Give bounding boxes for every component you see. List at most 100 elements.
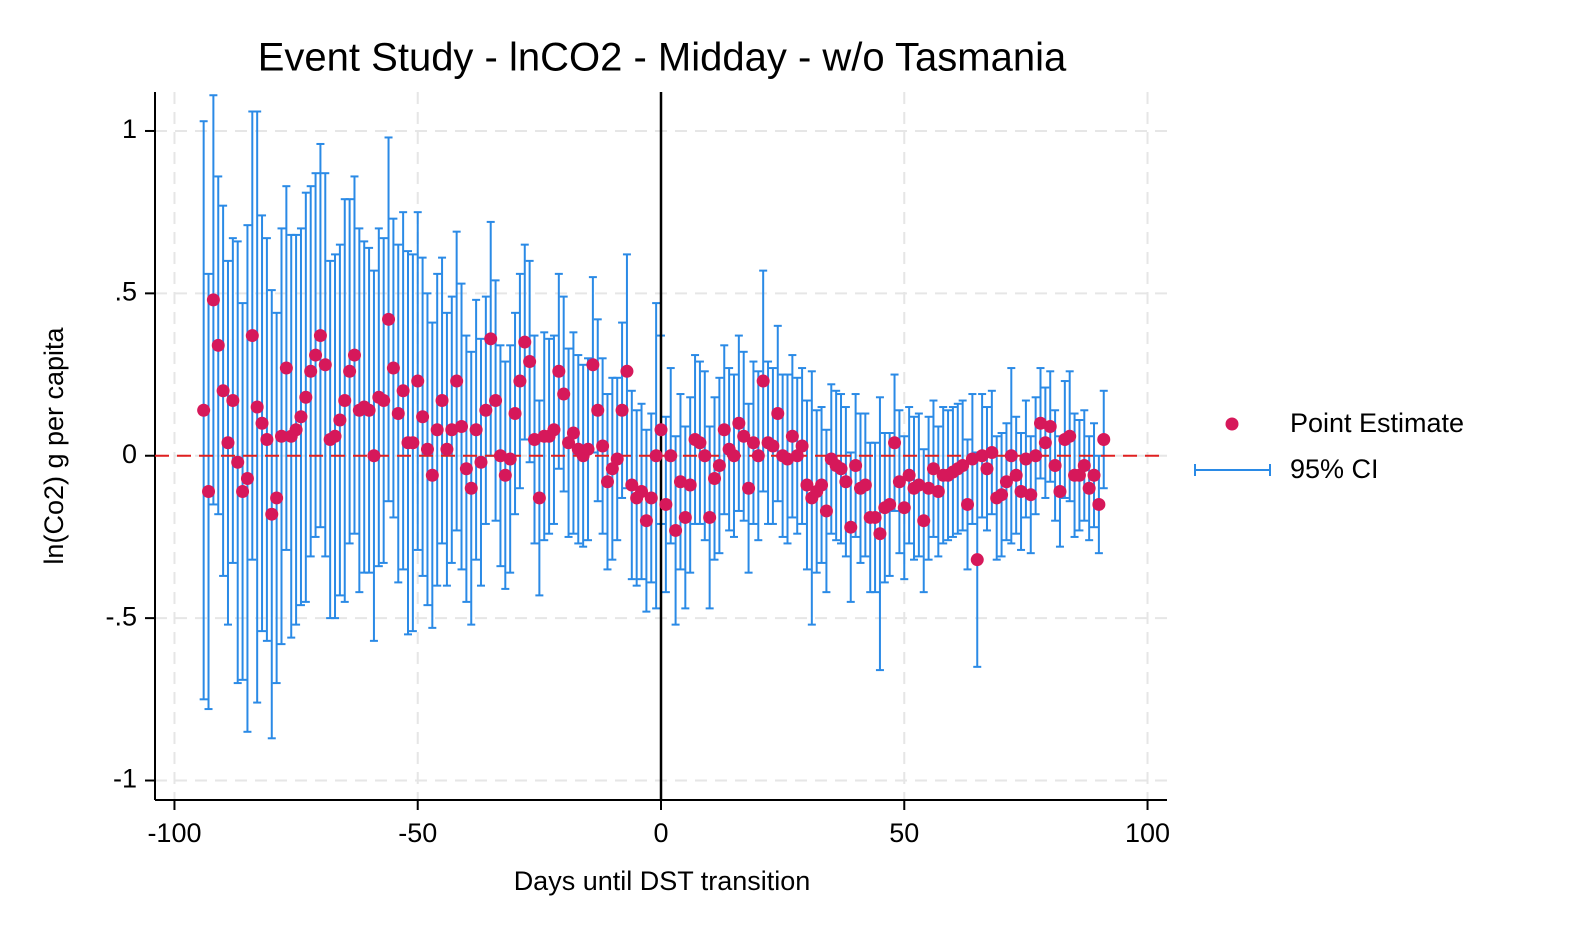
point <box>897 501 911 515</box>
point <box>839 475 853 489</box>
point <box>693 436 707 450</box>
point <box>819 504 833 518</box>
point <box>562 436 576 450</box>
point <box>654 423 668 437</box>
point <box>669 523 683 537</box>
point <box>498 468 512 482</box>
point <box>547 423 561 437</box>
x-tick-label: 100 <box>1125 818 1170 848</box>
point <box>664 449 678 463</box>
point <box>956 458 970 472</box>
point <box>250 400 264 414</box>
point <box>474 455 488 469</box>
point <box>469 423 483 437</box>
point <box>338 394 352 408</box>
point <box>455 420 469 434</box>
point <box>858 478 872 492</box>
point <box>815 478 829 492</box>
x-tick-label: 0 <box>653 818 668 848</box>
point <box>377 394 391 408</box>
point <box>795 439 809 453</box>
point <box>206 293 220 307</box>
point <box>557 387 571 401</box>
point <box>771 407 785 421</box>
point <box>294 410 308 424</box>
legend-label: 95% CI <box>1290 454 1379 484</box>
point <box>985 445 999 459</box>
point <box>343 364 357 378</box>
point <box>766 439 780 453</box>
point <box>396 384 410 398</box>
point <box>464 481 478 495</box>
point <box>844 520 858 534</box>
point <box>683 478 697 492</box>
point <box>299 390 313 404</box>
point <box>197 403 211 417</box>
point <box>591 403 605 417</box>
point <box>605 462 619 476</box>
point <box>732 416 746 430</box>
point <box>873 527 887 541</box>
point <box>1053 484 1067 498</box>
point <box>610 452 624 466</box>
point <box>226 394 240 408</box>
point <box>712 458 726 472</box>
point <box>420 442 434 456</box>
point <box>742 481 756 495</box>
point <box>1063 429 1077 443</box>
point <box>620 364 634 378</box>
point <box>255 416 269 430</box>
point <box>503 452 517 466</box>
point <box>518 335 532 349</box>
point <box>834 462 848 476</box>
point <box>265 507 279 521</box>
point <box>678 510 692 524</box>
point <box>1038 436 1052 450</box>
point <box>970 553 984 567</box>
point <box>425 468 439 482</box>
point <box>1087 468 1101 482</box>
point <box>785 429 799 443</box>
point <box>1048 458 1062 472</box>
point <box>231 455 245 469</box>
point <box>698 449 712 463</box>
point <box>270 491 284 505</box>
chart-title: Event Study - lnCO2 - Midday - w/o Tasma… <box>258 36 1067 80</box>
x-tick-label: -100 <box>147 818 201 848</box>
point <box>756 374 770 388</box>
point <box>484 332 498 346</box>
point <box>260 433 274 447</box>
point <box>532 491 546 505</box>
point <box>703 510 717 524</box>
point <box>999 475 1013 489</box>
point <box>347 348 361 362</box>
point <box>1077 458 1091 472</box>
point <box>849 458 863 472</box>
point <box>552 364 566 378</box>
point <box>644 491 658 505</box>
x-axis-label: Days until DST transition <box>514 866 811 896</box>
point <box>1097 433 1111 447</box>
point <box>523 355 537 369</box>
point <box>635 484 649 498</box>
point <box>1072 468 1086 482</box>
point <box>931 484 945 498</box>
point <box>440 442 454 456</box>
point <box>211 338 225 352</box>
point <box>328 429 342 443</box>
point <box>639 514 653 528</box>
point <box>596 439 610 453</box>
point <box>1029 449 1043 463</box>
point <box>800 478 814 492</box>
point <box>362 403 376 417</box>
point <box>240 471 254 485</box>
point <box>625 478 639 492</box>
y-tick-label: -1 <box>113 764 137 794</box>
point <box>304 364 318 378</box>
point <box>202 484 216 498</box>
point <box>382 312 396 326</box>
point <box>367 449 381 463</box>
y-axis-label: ln(Co2) g per capita <box>39 326 69 564</box>
point <box>917 514 931 528</box>
